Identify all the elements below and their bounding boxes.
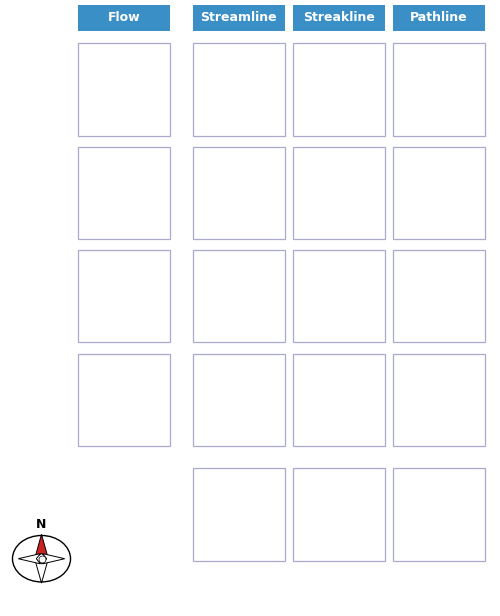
Polygon shape [18,554,40,564]
Ellipse shape [12,535,70,582]
Polygon shape [42,554,64,564]
Text: Pathline: Pathline [410,11,468,25]
Text: Flow: Flow [108,11,140,25]
Text: N: N [36,518,46,532]
Text: Streamline: Streamline [200,11,277,25]
Text: Streakline: Streakline [303,11,374,25]
Polygon shape [35,560,48,583]
Polygon shape [35,534,48,557]
